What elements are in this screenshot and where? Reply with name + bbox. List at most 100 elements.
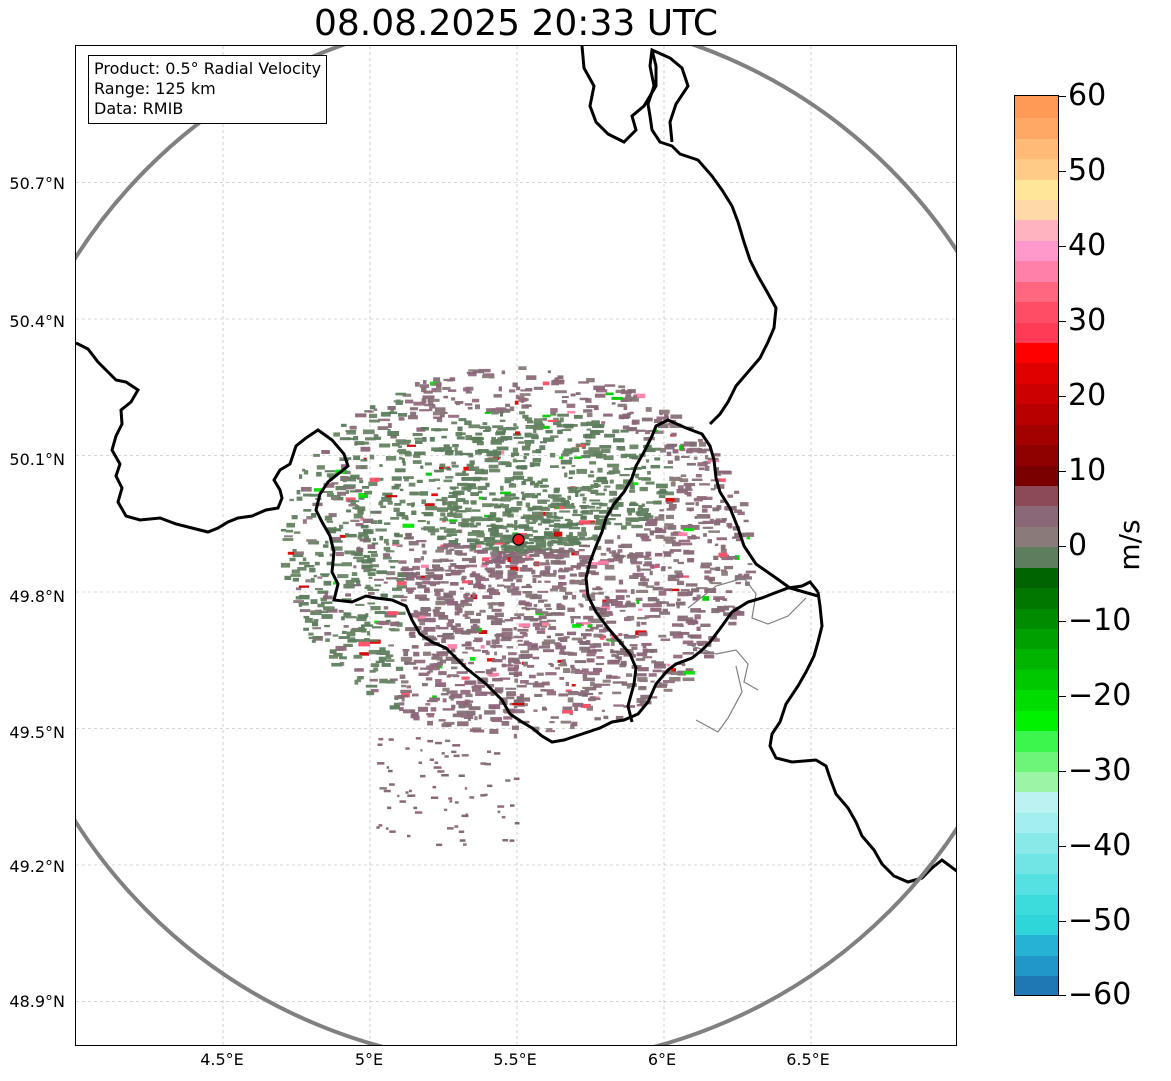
echo-pixel: [500, 537, 509, 541]
echo-pixel: [335, 551, 344, 557]
echo-pixel: [442, 501, 453, 505]
echo-pixel: [626, 673, 633, 677]
echo-pixel: [480, 645, 485, 649]
echo-pixel: [497, 427, 507, 430]
echo-pixel: [379, 443, 391, 448]
echo-pixel: [378, 737, 384, 741]
echo-pixel: [604, 539, 614, 544]
radar-map[interactable]: [75, 45, 957, 1046]
echo-pixel: [564, 472, 568, 478]
echo-pixel: [315, 551, 324, 556]
echo-pixel: [558, 693, 569, 697]
echo-pixel: [491, 408, 496, 411]
echo-pixel: [432, 695, 437, 699]
echo-pixel: [667, 588, 680, 592]
echo-pixel: [547, 627, 557, 630]
echo-pixel: [526, 375, 537, 380]
echo-pixel: [645, 585, 654, 588]
echo-pixel: [593, 385, 605, 391]
echo-pixel: [345, 533, 357, 538]
echo-pixel: [399, 707, 404, 712]
echo-pixel: [484, 537, 492, 540]
echo-pixel: [416, 427, 426, 432]
echo-pixel: [468, 700, 474, 703]
echo-pixel: [527, 433, 538, 437]
echo-pixel: [484, 710, 496, 715]
echo-pixel: [579, 486, 589, 492]
echo-pixel: [354, 679, 359, 685]
echo-pixel: [358, 493, 369, 498]
echo-pixel: [489, 492, 496, 496]
echo-pixel: [567, 438, 573, 442]
echo-pixel: [608, 470, 621, 474]
echo-pixel: [532, 726, 540, 732]
echo-pixel: [586, 653, 596, 657]
echo-pixel: [475, 542, 484, 545]
echo-pixel: [435, 600, 446, 606]
echo-pixel: [686, 491, 692, 497]
echo-pixel: [544, 554, 549, 559]
echo-pixel: [504, 546, 514, 552]
echo-pixel: [490, 523, 496, 526]
echo-pixel: [461, 580, 471, 584]
echo-pixel: [580, 604, 584, 608]
echo-pixel: [604, 384, 616, 387]
echo-pixel: [499, 419, 506, 422]
echo-pixel: [704, 654, 715, 659]
echo-pixel: [540, 611, 549, 615]
admin-boundary-line: [695, 665, 743, 733]
colorbar-segment: [1015, 974, 1058, 995]
echo-pixel: [343, 612, 352, 618]
echo-pixel: [601, 521, 612, 525]
echo-pixel: [454, 545, 464, 549]
echo-pixel: [372, 537, 376, 542]
echo-pixel: [464, 787, 468, 790]
echo-pixel: [362, 485, 370, 489]
echo-pixel: [466, 522, 475, 527]
echo-pixel: [512, 571, 516, 576]
echo-pixel: [412, 433, 423, 437]
echo-pixel: [435, 625, 440, 630]
echo-pixel: [342, 630, 347, 634]
echo-pixel: [383, 553, 390, 557]
echo-pixel: [641, 465, 647, 470]
echo-pixel: [439, 463, 446, 467]
echo-pixel: [455, 472, 466, 476]
echo-pixel: [472, 627, 482, 633]
echo-pixel: [568, 487, 573, 491]
echo-pixel: [647, 597, 658, 602]
echo-pixel: [513, 705, 518, 709]
echo-pixel: [542, 681, 550, 686]
echo-pixel: [680, 542, 693, 546]
echo-pixel: [590, 681, 595, 687]
echo-pixel: [355, 603, 365, 606]
echo-pixel: [315, 588, 323, 591]
echo-pixel: [596, 477, 608, 482]
echo-pixel: [369, 573, 375, 576]
echo-pixel: [399, 499, 406, 504]
echo-pixel: [703, 651, 714, 655]
echo-pixel: [297, 567, 307, 571]
echo-pixel: [495, 546, 500, 552]
echo-pixel: [318, 611, 328, 614]
echo-pixel: [445, 573, 452, 577]
echo-pixel: [575, 668, 580, 671]
echo-pixel: [382, 556, 392, 560]
echo-pixel: [422, 580, 430, 585]
echo-pixel: [697, 462, 708, 467]
admin-boundary-line: [691, 645, 759, 691]
echo-pixel: [395, 666, 404, 671]
echo-pixel: [364, 638, 370, 642]
echo-pixel: [702, 596, 710, 601]
echo-pixel: [636, 703, 644, 707]
echo-pixel: [420, 564, 429, 568]
echo-pixel: [462, 614, 469, 617]
echo-pixel: [433, 566, 444, 571]
echo-pixel: [663, 526, 673, 530]
echo-pixel: [629, 444, 639, 450]
echo-pixel: [415, 575, 420, 580]
echo-pixel: [636, 599, 640, 604]
echo-pixel: [581, 455, 591, 459]
echo-pixel: [422, 395, 435, 399]
echo-pixel: [445, 739, 451, 743]
